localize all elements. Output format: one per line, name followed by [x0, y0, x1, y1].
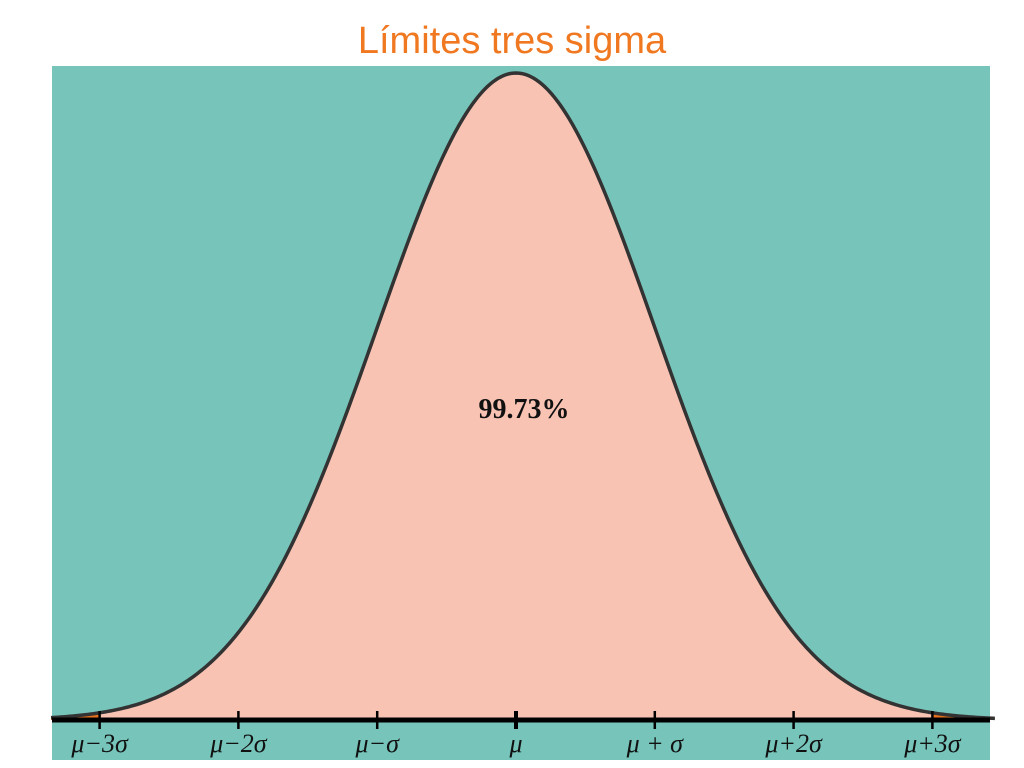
chart-title: Límites tres sigma [357, 20, 667, 62]
x-tick-label-5: μ+2σ [764, 729, 823, 758]
x-tick-label-4: μ + σ [626, 729, 685, 758]
x-tick-label-3: μ [508, 729, 522, 758]
x-tick-label-6: μ+3σ [903, 729, 962, 758]
normal-curve-line [50, 71, 995, 721]
x-axis-ticks [98, 711, 934, 729]
center-percentage-label: 99.73% [479, 394, 570, 425]
x-axis-tick-labels: μ−3σ μ−2σ μ−σ μ μ + σ μ+2σ μ+3σ [70, 729, 961, 758]
x-tick-label-1: μ−2σ [209, 729, 268, 758]
x-tick-label-2: μ−σ [354, 729, 400, 758]
x-tick-label-0: μ−3σ [70, 729, 129, 758]
center-area-99-73 [99, 73, 933, 720]
